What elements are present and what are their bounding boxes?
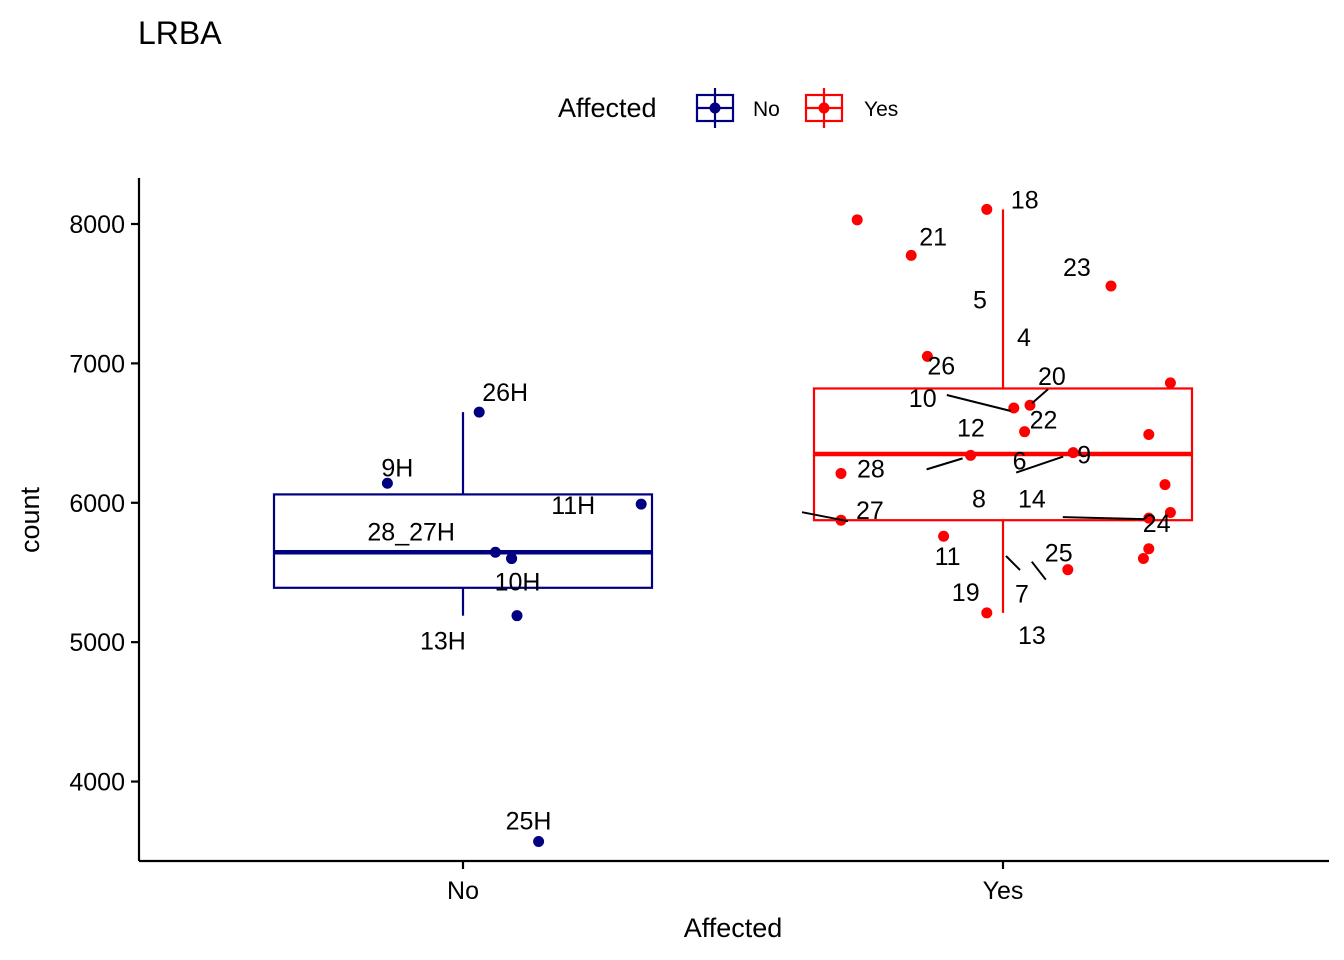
point-label: 24 bbox=[1143, 510, 1171, 538]
label-leader-line bbox=[1031, 561, 1047, 581]
y-tick-label-6000: 6000 bbox=[69, 490, 125, 518]
legend: Affected No Yes bbox=[558, 88, 898, 128]
point-label: 10H bbox=[495, 569, 541, 597]
data-point bbox=[851, 214, 863, 226]
point-label: 20 bbox=[1038, 363, 1066, 391]
chart-title: LRBA bbox=[138, 15, 222, 51]
point-label: 18 bbox=[1011, 186, 1039, 214]
data-point bbox=[965, 449, 977, 461]
label-leader-line bbox=[1005, 555, 1021, 571]
data-point bbox=[1143, 512, 1155, 524]
label-leader-line bbox=[801, 511, 849, 523]
data-point bbox=[489, 546, 501, 558]
data-point bbox=[511, 610, 523, 622]
legend-key-yes-dot bbox=[818, 102, 830, 114]
label-leader-line bbox=[1015, 455, 1064, 474]
x-axis-title: Affected bbox=[684, 913, 783, 943]
data-point bbox=[1008, 402, 1020, 414]
y-tick-label-8000: 8000 bbox=[69, 211, 125, 239]
point-label: 4 bbox=[1017, 324, 1031, 352]
point-label: 10 bbox=[909, 385, 937, 413]
point-label: 22 bbox=[1030, 407, 1058, 435]
label-leader-line bbox=[1062, 516, 1145, 521]
legend-key-no-dot bbox=[709, 102, 721, 114]
point-label: 26 bbox=[927, 352, 955, 380]
data-point bbox=[1019, 426, 1031, 438]
point-label: 13H bbox=[420, 628, 466, 656]
data-point bbox=[981, 203, 993, 215]
data-point bbox=[506, 553, 518, 565]
point-label: 14 bbox=[1018, 486, 1046, 514]
data-point bbox=[921, 350, 933, 362]
data-point bbox=[1164, 507, 1176, 519]
data-point bbox=[473, 406, 485, 418]
point-label: 25 bbox=[1045, 540, 1073, 568]
point-label: 5 bbox=[973, 286, 987, 314]
y-tick-label-5000: 5000 bbox=[69, 629, 125, 657]
point-label: 6 bbox=[1013, 447, 1027, 475]
data-point bbox=[981, 607, 993, 619]
point-label: 9H bbox=[381, 454, 413, 482]
x-tick-label-no: No bbox=[447, 877, 479, 905]
plot-area: 26H 9H 11H 28_27H 10H 13H 25H 18 21 23 26 20 10 22 9 6 2… bbox=[272, 186, 1194, 847]
legend-key-no bbox=[695, 88, 735, 128]
point-label: 28_27H bbox=[367, 518, 455, 546]
y-tick-label-4000: 4000 bbox=[69, 769, 125, 797]
x-tick-label-yes: Yes bbox=[983, 877, 1024, 905]
label-leader-line bbox=[926, 457, 963, 471]
point-label: 11H bbox=[551, 492, 595, 520]
data-point bbox=[1062, 564, 1074, 576]
point-label: 12 bbox=[957, 415, 985, 443]
point-label: 28 bbox=[857, 456, 885, 484]
point-label: 19 bbox=[952, 579, 980, 607]
legend-title: Affected bbox=[558, 93, 657, 123]
data-point bbox=[635, 498, 647, 510]
point-label: 23 bbox=[1063, 254, 1091, 282]
box-no bbox=[272, 493, 654, 589]
point-label: 25H bbox=[506, 807, 552, 835]
data-point bbox=[938, 530, 950, 542]
point-label: 11 bbox=[935, 543, 961, 571]
data-point bbox=[533, 835, 545, 847]
point-label: 13 bbox=[1018, 622, 1046, 650]
data-point bbox=[1067, 447, 1079, 459]
point-label: 27 bbox=[856, 497, 884, 525]
data-point bbox=[1105, 280, 1117, 292]
point-label: 7 bbox=[1015, 580, 1029, 608]
data-point bbox=[1137, 553, 1149, 565]
point-label: 8 bbox=[972, 486, 986, 514]
point-label: 9 bbox=[1077, 442, 1091, 470]
y-tick-label-7000: 7000 bbox=[69, 350, 125, 378]
data-point bbox=[1164, 377, 1176, 389]
data-point bbox=[1159, 479, 1171, 491]
point-label: 26H bbox=[482, 379, 528, 407]
y-axis-title: count bbox=[15, 486, 45, 553]
data-point bbox=[1143, 428, 1155, 440]
legend-key-yes bbox=[804, 88, 844, 128]
data-point bbox=[905, 249, 917, 261]
legend-label-yes: Yes bbox=[864, 98, 898, 121]
label-leader-line bbox=[1031, 388, 1049, 404]
data-point bbox=[835, 468, 847, 480]
point-label: 21 bbox=[919, 223, 947, 251]
data-point bbox=[1143, 543, 1155, 555]
legend-label-no: No bbox=[753, 98, 780, 121]
label-leader-line bbox=[946, 394, 1012, 412]
data-point bbox=[381, 477, 393, 489]
